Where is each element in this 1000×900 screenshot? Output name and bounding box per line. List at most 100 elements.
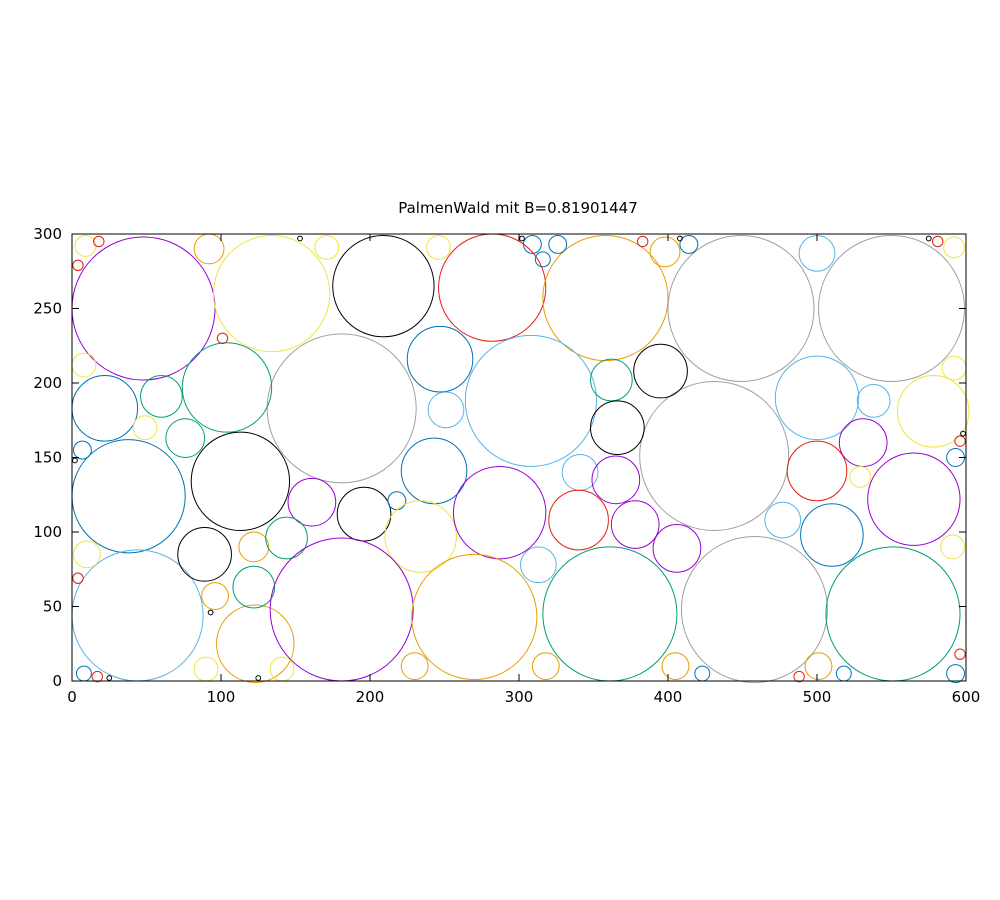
circle-mark xyxy=(954,648,966,660)
circle-mark xyxy=(652,524,702,573)
circle-mark xyxy=(542,234,669,362)
circle-mark xyxy=(177,527,232,582)
circle-mark xyxy=(106,675,113,681)
circle-mark xyxy=(72,457,78,464)
circle-mark xyxy=(925,235,932,242)
circle-mark xyxy=(679,234,699,254)
circle-mark xyxy=(132,415,158,441)
circle-mark xyxy=(590,400,645,456)
circle-mark xyxy=(71,352,97,378)
circle-mark xyxy=(426,234,451,260)
y-tick-label: 0 xyxy=(52,672,62,690)
circle-mark xyxy=(677,235,683,242)
y-tick-label: 250 xyxy=(33,300,62,318)
circle-mark xyxy=(406,325,474,393)
circle-mark xyxy=(255,675,262,681)
circle-mark xyxy=(610,500,660,549)
circle-mark xyxy=(531,652,560,681)
circle-mark xyxy=(332,234,435,338)
circle-mark xyxy=(943,236,966,259)
y-tick-label: 300 xyxy=(33,225,62,243)
circle-mark xyxy=(960,430,966,437)
circle-mark xyxy=(694,665,711,682)
circle-mark xyxy=(804,652,833,681)
circle-mark xyxy=(633,343,688,399)
circle-mark xyxy=(835,665,852,682)
y-tick-label: 150 xyxy=(33,449,62,467)
circle-mark xyxy=(140,375,183,418)
circle-mark xyxy=(548,489,609,551)
circle-mark xyxy=(75,665,92,682)
circle-mark xyxy=(216,332,229,345)
circle-mark xyxy=(165,418,206,459)
circle-mark xyxy=(72,540,101,569)
x-tick-label: 400 xyxy=(654,688,683,706)
circle-mark xyxy=(940,534,966,560)
circle-mark xyxy=(522,234,542,254)
y-tick-label: 200 xyxy=(33,374,62,392)
circle-mark xyxy=(661,652,690,681)
circle-mark xyxy=(297,235,303,242)
y-tick-label: 50 xyxy=(43,598,62,616)
circle-mark xyxy=(71,375,139,442)
circle-mark xyxy=(400,652,429,681)
circle-mark xyxy=(91,670,104,683)
circle-mark xyxy=(590,358,633,402)
circle-mark xyxy=(238,531,270,563)
circle-mark xyxy=(216,604,295,683)
circle-mark xyxy=(867,452,961,546)
circle-mark xyxy=(649,236,681,268)
circle-mark xyxy=(266,333,417,484)
circle-mark xyxy=(639,381,790,532)
circle-mark xyxy=(190,431,291,532)
plot-frame xyxy=(71,233,967,682)
circle-mark xyxy=(931,235,944,248)
circle-mark xyxy=(181,342,273,433)
circle-mark xyxy=(817,234,966,383)
circle-mark xyxy=(74,234,97,257)
circle-mark xyxy=(946,664,966,683)
circle-mark xyxy=(636,235,649,248)
circle-mark xyxy=(519,546,557,584)
circle-mark xyxy=(269,537,414,682)
circles-layer xyxy=(71,233,970,683)
circle-mark xyxy=(774,355,860,441)
y-tick-label: 100 xyxy=(33,523,62,541)
circle-mark xyxy=(71,549,204,682)
circle-mark xyxy=(287,477,337,527)
circle-mark xyxy=(667,234,815,383)
circle-mark xyxy=(764,501,802,539)
x-tick-label: 500 xyxy=(803,688,832,706)
circle-mark xyxy=(213,234,331,353)
circle-mark xyxy=(232,565,276,609)
circle-mark xyxy=(542,546,678,682)
circle-mark xyxy=(72,572,84,584)
circle-mark xyxy=(519,235,525,242)
circle-mark xyxy=(336,486,392,542)
circle-mark xyxy=(793,670,805,683)
circle-mark xyxy=(896,375,970,448)
axes-layer: 0 100 200 300 400 500 600 0 50 100 150 200 250 300 xyxy=(33,225,980,706)
circle-mark xyxy=(93,235,105,248)
circle-mark xyxy=(314,234,340,260)
circle-mark xyxy=(849,465,872,488)
circle-mark xyxy=(207,609,214,616)
circle-mark xyxy=(534,251,551,268)
circle-mark xyxy=(269,656,295,682)
x-tick-label: 600 xyxy=(952,688,981,706)
circle-mark xyxy=(591,455,641,505)
circle-mark xyxy=(438,233,547,342)
circle-mark xyxy=(72,440,92,460)
circle-mark xyxy=(941,355,967,381)
circle-mark xyxy=(387,491,407,511)
circle-mark xyxy=(856,383,891,418)
circle-mark xyxy=(193,233,225,265)
circle-mark xyxy=(384,500,457,573)
circle-mark xyxy=(954,435,966,447)
circle-mark xyxy=(838,418,888,467)
circle-mark xyxy=(265,516,308,560)
circle-mark xyxy=(800,503,864,567)
circle-mark xyxy=(452,465,547,560)
circle-mark xyxy=(464,334,597,467)
